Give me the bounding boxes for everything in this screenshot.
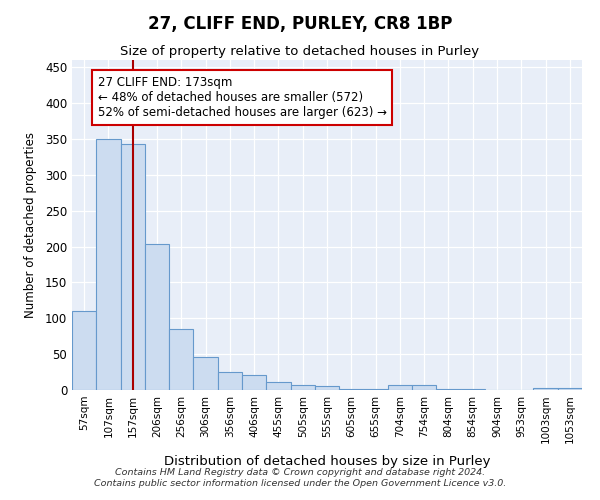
X-axis label: Distribution of detached houses by size in Purley: Distribution of detached houses by size … [164,454,490,468]
Bar [242,375,266,390]
Bar [315,386,339,390]
Bar [388,385,412,390]
Bar [290,385,315,390]
Bar [145,244,169,390]
Bar [364,388,388,390]
Bar [96,139,121,390]
Bar [169,329,193,390]
Bar [412,385,436,390]
Text: 27 CLIFF END: 173sqm
← 48% of detached houses are smaller (572)
52% of semi-deta: 27 CLIFF END: 173sqm ← 48% of detached h… [97,76,386,119]
Bar [218,372,242,390]
Bar [436,388,461,390]
Bar [461,388,485,390]
Y-axis label: Number of detached properties: Number of detached properties [23,132,37,318]
Text: 27, CLIFF END, PURLEY, CR8 1BP: 27, CLIFF END, PURLEY, CR8 1BP [148,15,452,33]
Bar [121,144,145,390]
Bar [266,382,290,390]
Bar [72,311,96,390]
Bar [533,388,558,390]
Text: Contains HM Land Registry data © Crown copyright and database right 2024.
Contai: Contains HM Land Registry data © Crown c… [94,468,506,487]
Bar [193,357,218,390]
Bar [339,388,364,390]
Text: Size of property relative to detached houses in Purley: Size of property relative to detached ho… [121,45,479,58]
Bar [558,388,582,390]
